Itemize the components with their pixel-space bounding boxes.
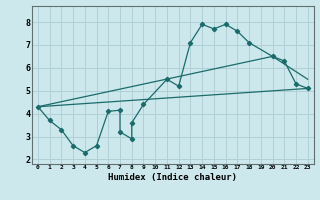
X-axis label: Humidex (Indice chaleur): Humidex (Indice chaleur) <box>108 173 237 182</box>
